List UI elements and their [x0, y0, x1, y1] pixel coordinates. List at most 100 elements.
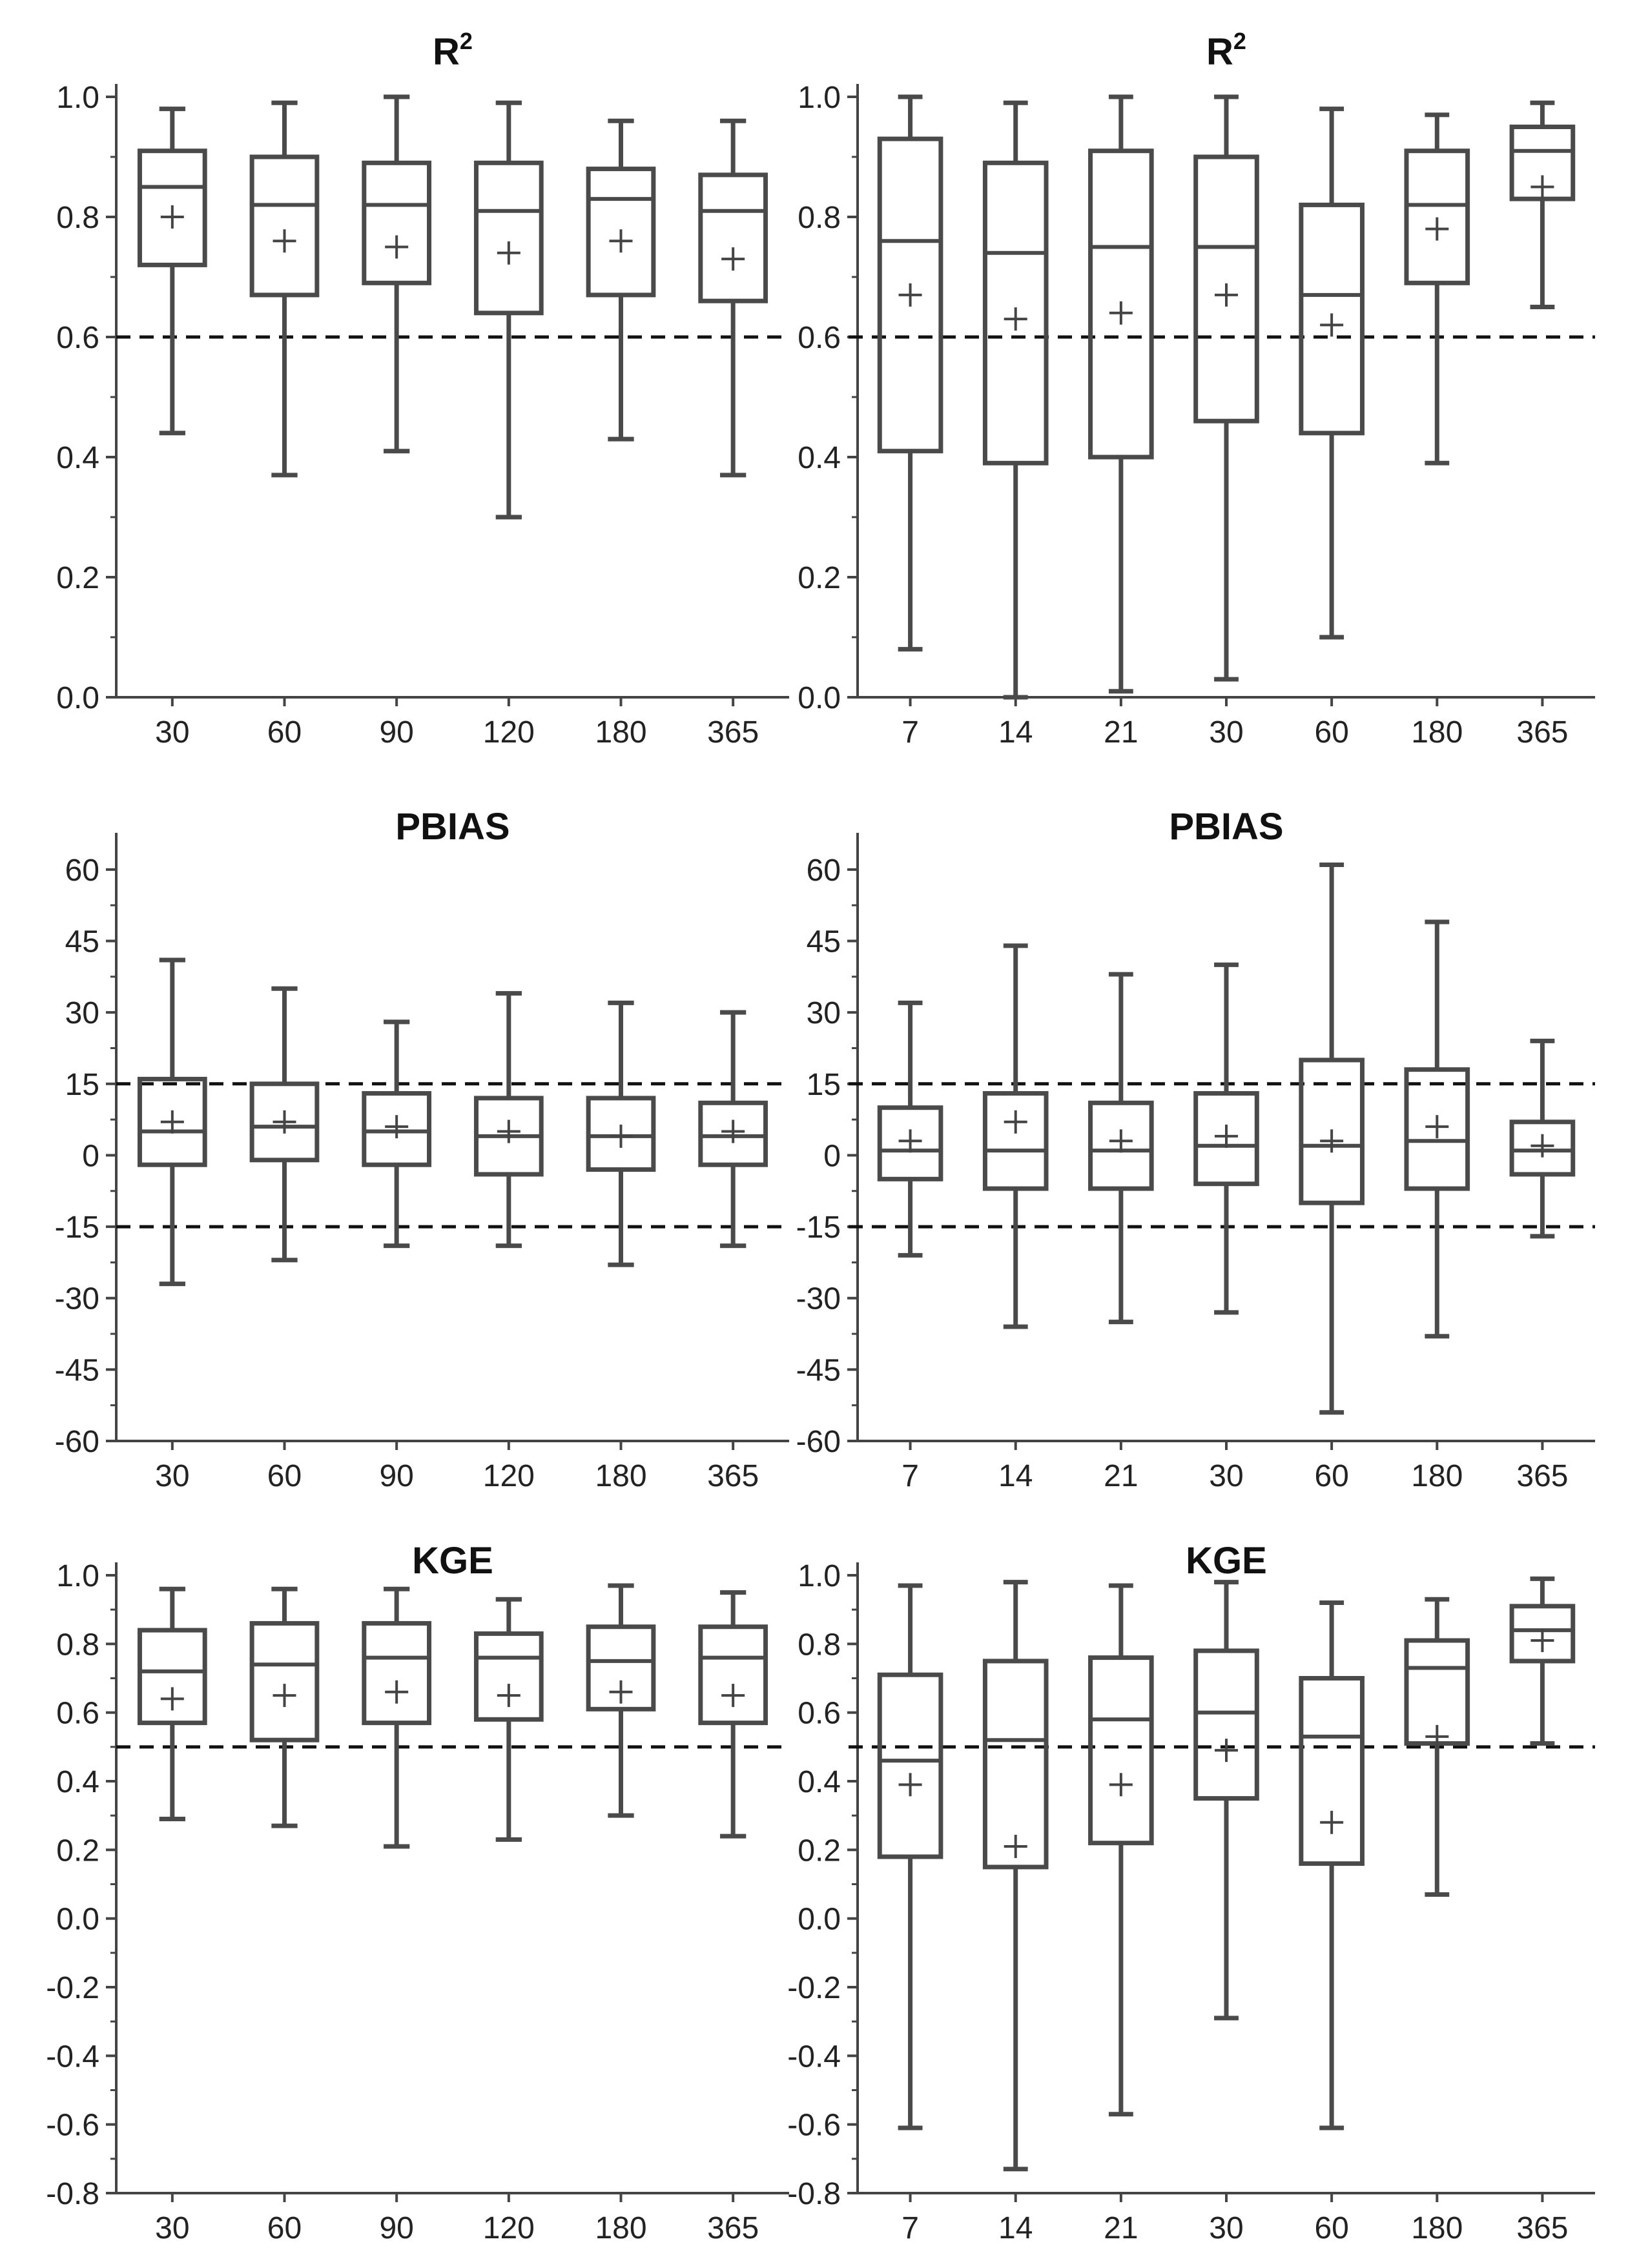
box-60: [1299, 107, 1365, 640]
x-tick-label: 180: [1411, 1459, 1463, 1493]
y-tick-label: -0.6: [46, 2109, 99, 2143]
box-iqr: [586, 1096, 656, 1172]
x-tick-label: 365: [1516, 1459, 1568, 1493]
y-tick-label: 0.2: [56, 1834, 99, 1868]
box-120: [473, 100, 544, 520]
box-365: [698, 1590, 768, 1839]
y-tick-label: 1.0: [56, 81, 99, 115]
y-tick-label: -30: [796, 1282, 841, 1316]
y-tick-label: -60: [796, 1425, 841, 1459]
chart-title: PBIAS: [395, 806, 510, 848]
x-tick-label: 60: [267, 715, 302, 750]
x-tick-label: 180: [595, 715, 646, 750]
x-tick-label: 365: [1516, 2211, 1568, 2245]
box-iqr: [473, 1631, 544, 1722]
y-tick-label: 0.4: [798, 441, 841, 475]
x-tick-label: 120: [483, 2211, 535, 2245]
box-iqr: [473, 160, 544, 316]
y-tick-label: 1.0: [798, 1559, 841, 1593]
box-14: [982, 943, 1049, 1329]
box-iqr: [1404, 1067, 1470, 1191]
box-30: [137, 1586, 207, 1821]
y-tick-label: -45: [796, 1353, 841, 1387]
chart-title-superscript: 2: [1233, 28, 1246, 54]
box-iqr: [698, 1100, 768, 1167]
box-30: [137, 107, 207, 436]
y-tick-label: -0.6: [787, 2109, 841, 2143]
chart-title: PBIAS: [1169, 806, 1283, 848]
box-30: [1193, 962, 1259, 1315]
box-iqr: [1193, 1648, 1259, 1801]
box-90: [362, 94, 432, 454]
chart-title-superscript: 2: [460, 28, 473, 54]
box-iqr: [698, 1624, 768, 1726]
y-tick-label: 1.0: [798, 81, 841, 115]
chart-title: KGE: [412, 1540, 493, 1582]
box-7: [877, 1000, 943, 1258]
x-tick-label: 30: [1209, 1459, 1243, 1493]
y-tick-label: 1.0: [56, 1559, 99, 1593]
box-iqr: [1509, 125, 1576, 201]
y-tick-label: 0.8: [798, 1628, 841, 1662]
x-tick-label: 60: [267, 2211, 302, 2245]
box-7: [877, 94, 943, 652]
box-21: [1088, 94, 1154, 694]
box-iqr: [137, 1076, 207, 1167]
box-iqr: [586, 167, 656, 298]
y-tick-label: 0.8: [798, 201, 841, 235]
box-14: [982, 100, 1049, 700]
x-tick-label: 30: [155, 1459, 189, 1493]
y-tick-label: -30: [55, 1282, 99, 1316]
x-tick-label: 21: [1104, 715, 1138, 750]
chart-panel-1: R2 0.0 0.2 0.4 0.6 0.8 1.0 30 60 90 120 180 365: [56, 28, 789, 750]
box-180: [1404, 112, 1470, 465]
y-tick-label: 15: [807, 1068, 841, 1102]
box-180: [586, 118, 656, 442]
box-iqr: [982, 160, 1049, 465]
y-tick-label: 0: [823, 1139, 841, 1173]
x-tick-label: 14: [998, 2211, 1033, 2245]
x-tick-label: 7: [902, 2211, 919, 2245]
y-tick-label: 0.6: [56, 321, 99, 355]
y-tick-label: 0.2: [798, 1834, 841, 1868]
x-tick-label: 90: [379, 715, 413, 750]
box-21: [1088, 972, 1154, 1325]
x-tick-label: 180: [1411, 715, 1463, 750]
box-iqr: [249, 1081, 320, 1163]
chart-title: R2: [433, 28, 473, 73]
chart-title: KGE: [1186, 1540, 1267, 1582]
box-180: [1404, 1597, 1470, 1897]
y-tick-label: 0.6: [56, 1697, 99, 1731]
box-iqr: [362, 1620, 432, 1726]
y-tick-label: 0.4: [56, 441, 99, 475]
x-tick-label: 365: [1516, 715, 1568, 750]
x-tick-label: 14: [998, 715, 1033, 750]
y-tick-label: -0.4: [787, 2039, 841, 2074]
x-tick-label: 30: [155, 715, 189, 750]
box-365: [698, 1010, 768, 1249]
box-90: [362, 1586, 432, 1849]
y-tick-label: 0.0: [56, 1903, 99, 1937]
box-iqr: [1299, 1676, 1365, 1866]
y-tick-label: -0.4: [46, 2039, 99, 2074]
chart-panel-5: KGE -0.8 -0.6 -0.4 -0.2 0.0 0.2 0.4 0.6 0.8 1.0 30 6…: [46, 1540, 789, 2245]
y-tick-label: 0.6: [798, 321, 841, 355]
box-iqr: [1088, 1100, 1154, 1191]
box-iqr: [586, 1624, 656, 1711]
box-60: [249, 100, 320, 478]
box-365: [1509, 100, 1576, 309]
x-tick-label: 7: [902, 715, 919, 750]
box-iqr: [362, 160, 432, 285]
y-tick-label: 30: [65, 996, 99, 1030]
y-tick-label: 60: [65, 853, 99, 888]
chart-panel-6: KGE -0.8 -0.6 -0.4 -0.2 0.0 0.2 0.4 0.6 0.8 1.0 7 14…: [787, 1540, 1595, 2245]
x-tick-label: 365: [707, 715, 759, 750]
y-tick-label: -60: [55, 1425, 99, 1459]
chart-title-main: PBIAS: [395, 806, 510, 848]
box-iqr: [1193, 154, 1259, 424]
y-tick-label: -0.2: [46, 1971, 99, 2005]
x-tick-label: 60: [1314, 2211, 1348, 2245]
y-tick-label: -0.2: [787, 1971, 841, 2005]
box-365: [1509, 1038, 1576, 1239]
box-60: [249, 1586, 320, 1828]
